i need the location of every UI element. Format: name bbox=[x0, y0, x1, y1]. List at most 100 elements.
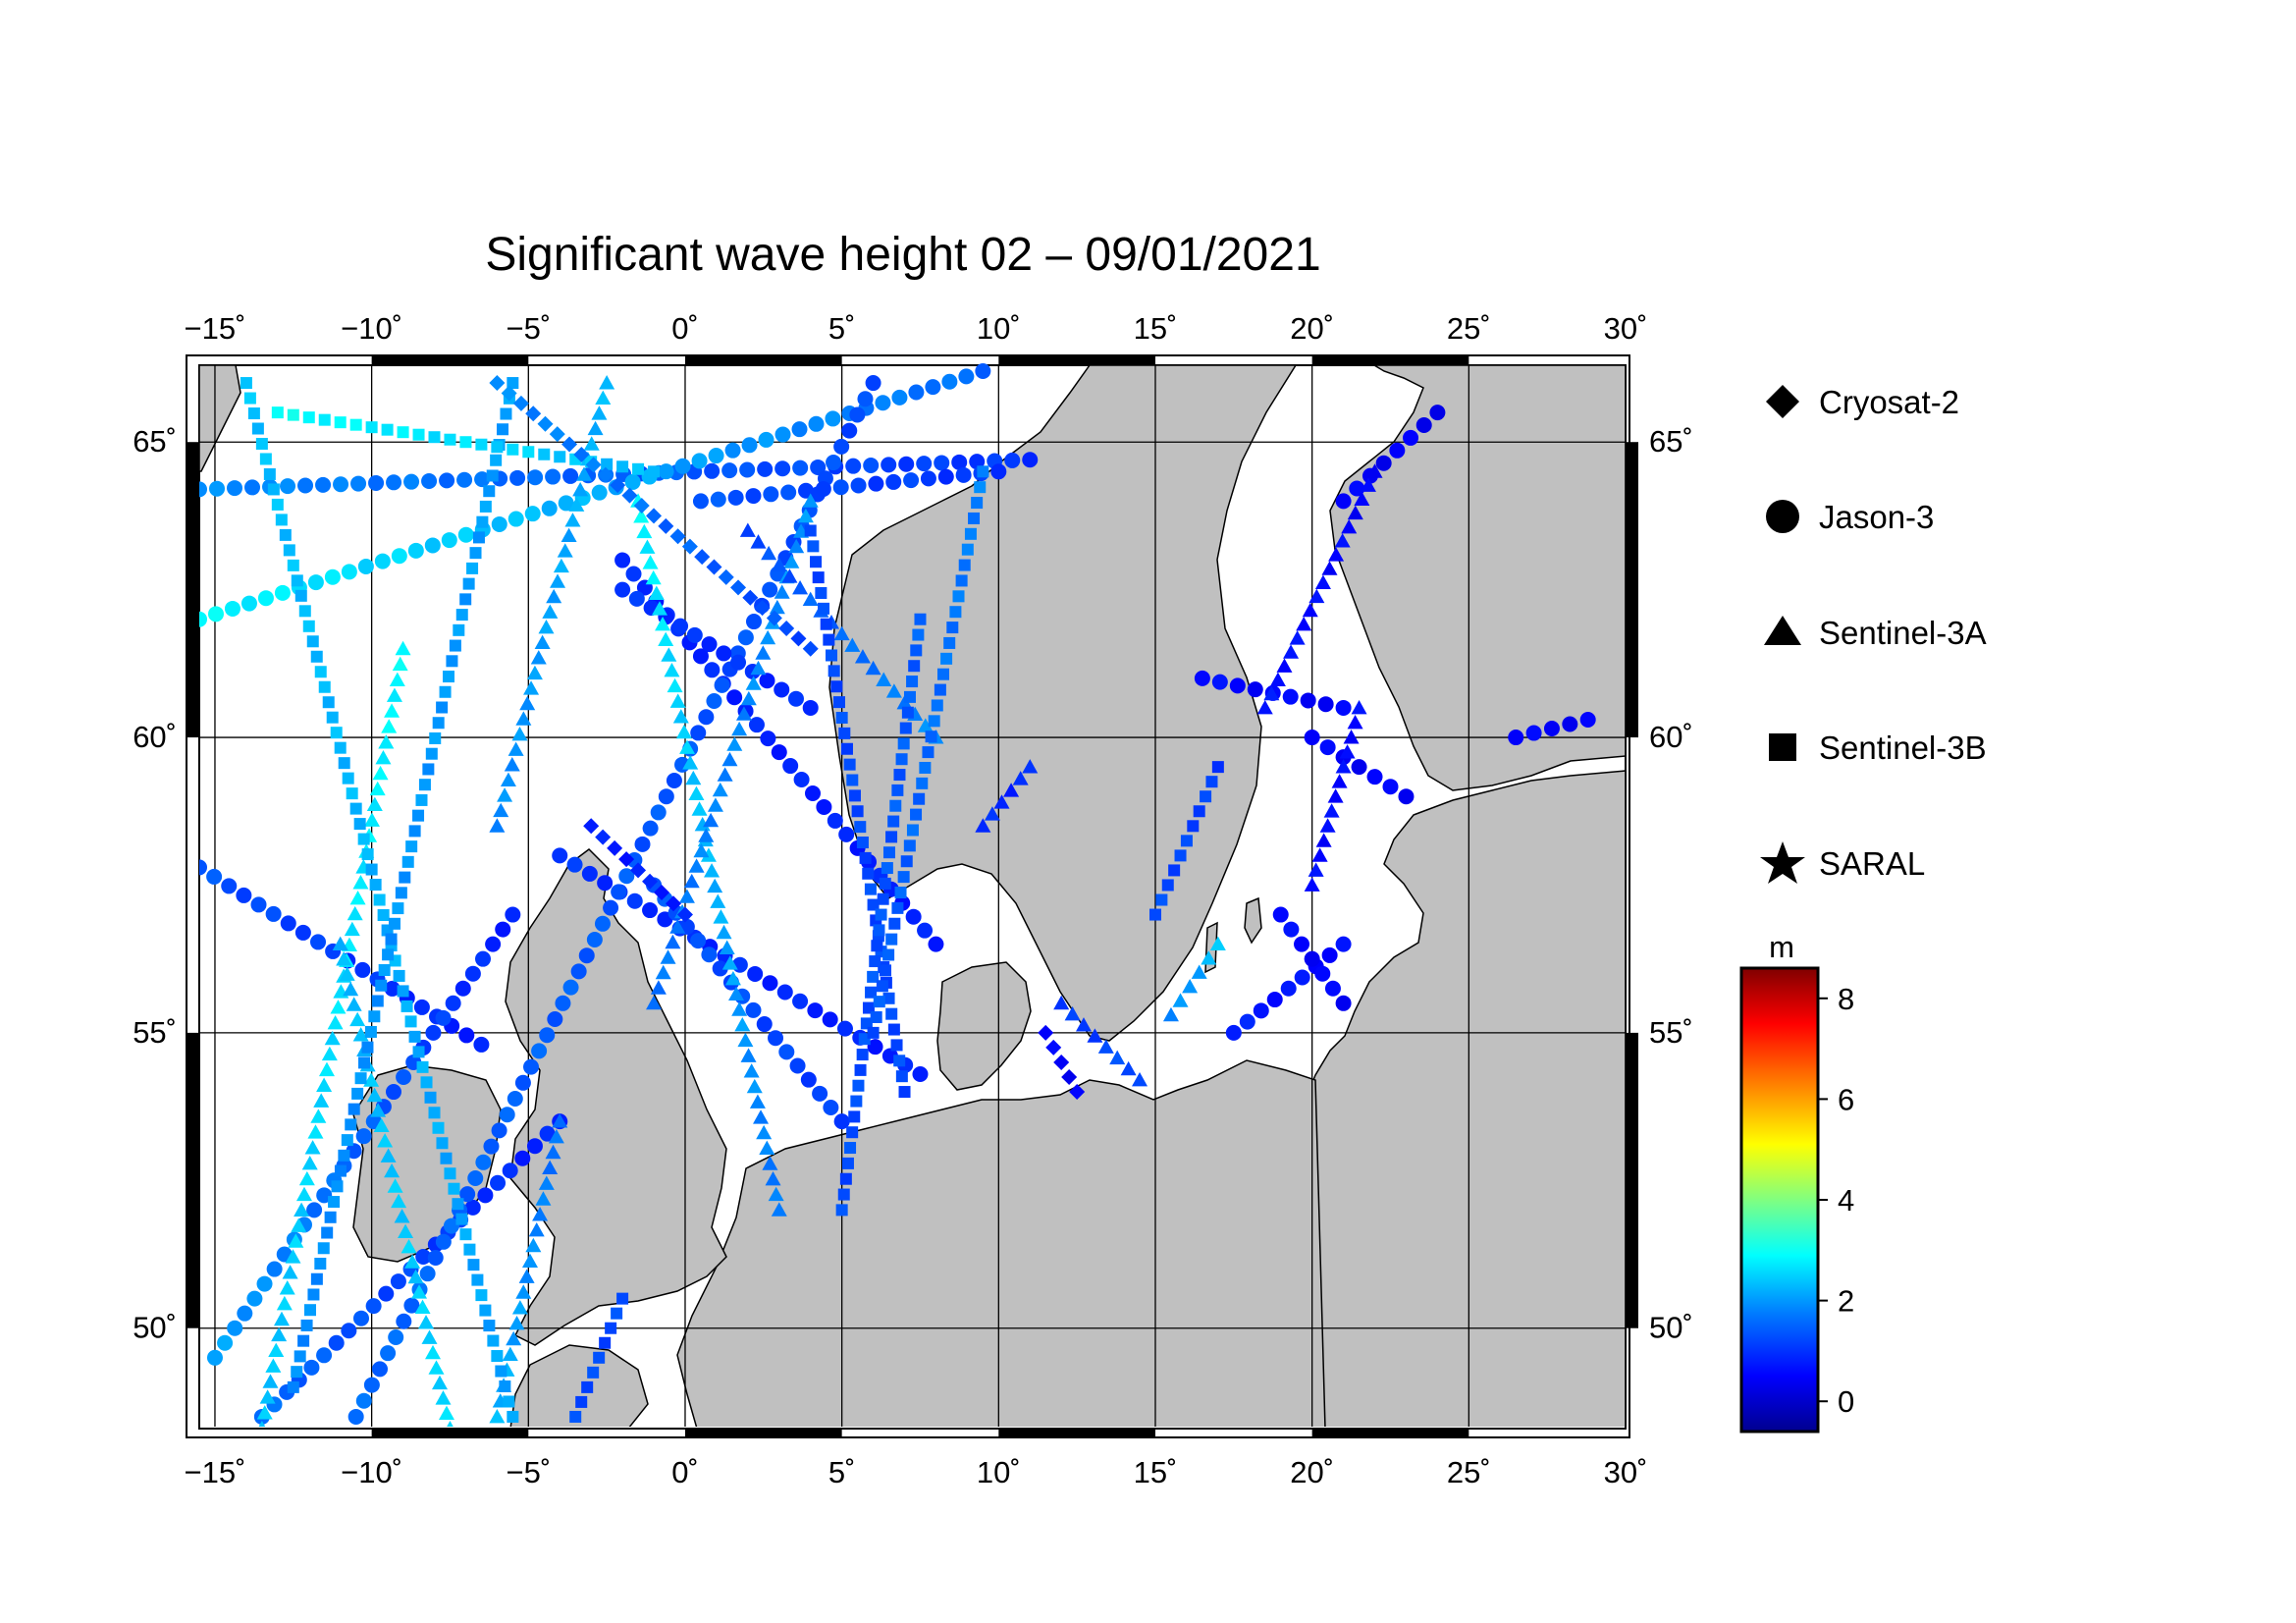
sentinel-3a-point bbox=[717, 767, 733, 782]
jason-3-point bbox=[328, 1334, 345, 1351]
sentinel-3a-point bbox=[688, 785, 705, 801]
jason-3-point bbox=[832, 479, 849, 496]
sentinel-3a-point bbox=[352, 1027, 369, 1042]
sentinel-3b-point bbox=[446, 655, 458, 668]
sentinel-3a-point bbox=[698, 828, 715, 842]
jason-3-point bbox=[774, 681, 790, 698]
sentinel-3b-point bbox=[846, 774, 859, 786]
sentinel-3b-point bbox=[850, 1095, 863, 1108]
jason-3-point bbox=[815, 480, 831, 497]
legend-item-cryosat-2: Cryosat-2 bbox=[1766, 384, 1959, 420]
sentinel-3a-point bbox=[664, 663, 680, 677]
jason-3-point bbox=[441, 532, 457, 549]
sentinel-3b-point bbox=[358, 1056, 371, 1069]
sentinel-3b-point bbox=[455, 1213, 468, 1225]
cryosat-2-point bbox=[537, 415, 554, 432]
cryosat-2-point bbox=[512, 395, 529, 411]
colorbar-unit: m bbox=[1769, 930, 1794, 964]
sentinel-3b-point bbox=[952, 590, 965, 603]
sentinel-3a-point bbox=[347, 905, 363, 921]
sentinel-3b-point bbox=[818, 602, 830, 615]
sentinel-3a-point bbox=[1321, 561, 1338, 575]
sentinel-3b-point bbox=[851, 805, 864, 818]
sentinel-3b-point bbox=[349, 418, 362, 431]
legend-label-cryosat-2: Cryosat-2 bbox=[1819, 384, 1959, 420]
jason-3-point bbox=[658, 463, 674, 480]
sentinel-3b-point bbox=[365, 863, 378, 876]
jason-3-point bbox=[445, 995, 461, 1011]
sentinel-3b-point bbox=[936, 668, 949, 680]
sentinel-3b-point bbox=[449, 639, 461, 652]
cryosat-2-point bbox=[501, 385, 517, 402]
jason-3-point bbox=[424, 537, 441, 554]
sentinel-3a-point bbox=[258, 1421, 266, 1427]
jason-3-point bbox=[224, 600, 240, 617]
jason-3-point bbox=[333, 476, 349, 493]
sentinel-3b-point bbox=[364, 1025, 377, 1038]
jason-3-point bbox=[642, 902, 659, 919]
jason-3-point bbox=[217, 1334, 234, 1351]
sentinel-3a-point bbox=[523, 680, 540, 695]
square-icon bbox=[1769, 733, 1796, 761]
sentinel-3a-point bbox=[768, 1186, 784, 1202]
sentinel-3a-point bbox=[504, 757, 520, 772]
sentinel-3b-point bbox=[910, 644, 923, 657]
frame-bar-top bbox=[684, 355, 842, 365]
sentinel-3a-point bbox=[587, 420, 604, 436]
sentinel-3b-point bbox=[914, 613, 927, 625]
sentinel-3a-point bbox=[381, 719, 398, 733]
sentinel-3b-point bbox=[864, 883, 877, 895]
map-frame-ticks bbox=[187, 355, 1638, 1438]
jason-3-point bbox=[454, 980, 471, 997]
jason-3-point bbox=[1317, 696, 1334, 713]
sentinel-3b-point bbox=[1161, 879, 1174, 892]
jason-3-point bbox=[541, 500, 558, 516]
jason-3-point bbox=[346, 1143, 362, 1160]
jason-3-point bbox=[917, 922, 934, 939]
sentinel-3b-point bbox=[412, 428, 425, 441]
sentinel-3b-point bbox=[895, 753, 908, 766]
sentinel-3a-point bbox=[346, 997, 362, 1011]
sentinel-3b-point bbox=[432, 1121, 445, 1134]
sentinel-3a-point bbox=[1012, 771, 1029, 785]
sentinel-3a-point bbox=[1327, 788, 1344, 803]
jason-3-point bbox=[762, 581, 778, 598]
sentinel-3a-point bbox=[583, 436, 600, 451]
sentinel-3b-point bbox=[925, 730, 937, 743]
sentinel-3a-point bbox=[802, 591, 819, 607]
star-icon bbox=[1760, 841, 1805, 884]
sentinel-3b-point bbox=[455, 609, 468, 622]
sentinel-3b-point bbox=[964, 527, 977, 540]
sentinel-3b-point bbox=[885, 933, 898, 946]
sentinel-3a-point bbox=[349, 890, 366, 905]
frame-bar-top bbox=[1311, 355, 1469, 365]
sentinel-3a-point bbox=[508, 1315, 525, 1330]
sentinel-3b-point bbox=[897, 737, 910, 750]
jason-3-point bbox=[690, 725, 707, 741]
sentinel-3b-point bbox=[442, 671, 454, 683]
sentinel-3a-point bbox=[349, 1011, 366, 1027]
lon-tick-label-bottom: 0˚ bbox=[671, 1455, 699, 1489]
sentinel-3a-point bbox=[339, 966, 355, 981]
jason-3-point bbox=[1283, 921, 1300, 938]
sentinel-3a-point bbox=[497, 787, 513, 802]
sentinel-3b-point bbox=[297, 1334, 310, 1347]
sentinel-3b-point bbox=[1148, 908, 1161, 921]
sentinel-3b-point bbox=[495, 1365, 507, 1378]
sentinel-3b-point bbox=[882, 846, 895, 859]
jason-3-point bbox=[1004, 452, 1021, 468]
sentinel-3a-point bbox=[679, 739, 696, 754]
sentinel-3a-point bbox=[1022, 759, 1039, 774]
sentinel-3a-point bbox=[304, 1140, 321, 1155]
sentinel-3b-point bbox=[368, 1010, 381, 1023]
sentinel-3a-point bbox=[414, 1299, 431, 1315]
sentinel-3b-point bbox=[448, 1182, 460, 1195]
jason-3-point bbox=[280, 478, 296, 495]
jason-3-point bbox=[778, 1044, 795, 1060]
sentinel-3a-point bbox=[645, 569, 662, 585]
jason-3-point bbox=[1266, 992, 1283, 1008]
jason-3-point bbox=[774, 426, 791, 443]
jason-3-point bbox=[642, 820, 659, 837]
jason-3-point bbox=[539, 1027, 556, 1044]
sentinel-3b-point bbox=[875, 908, 887, 921]
